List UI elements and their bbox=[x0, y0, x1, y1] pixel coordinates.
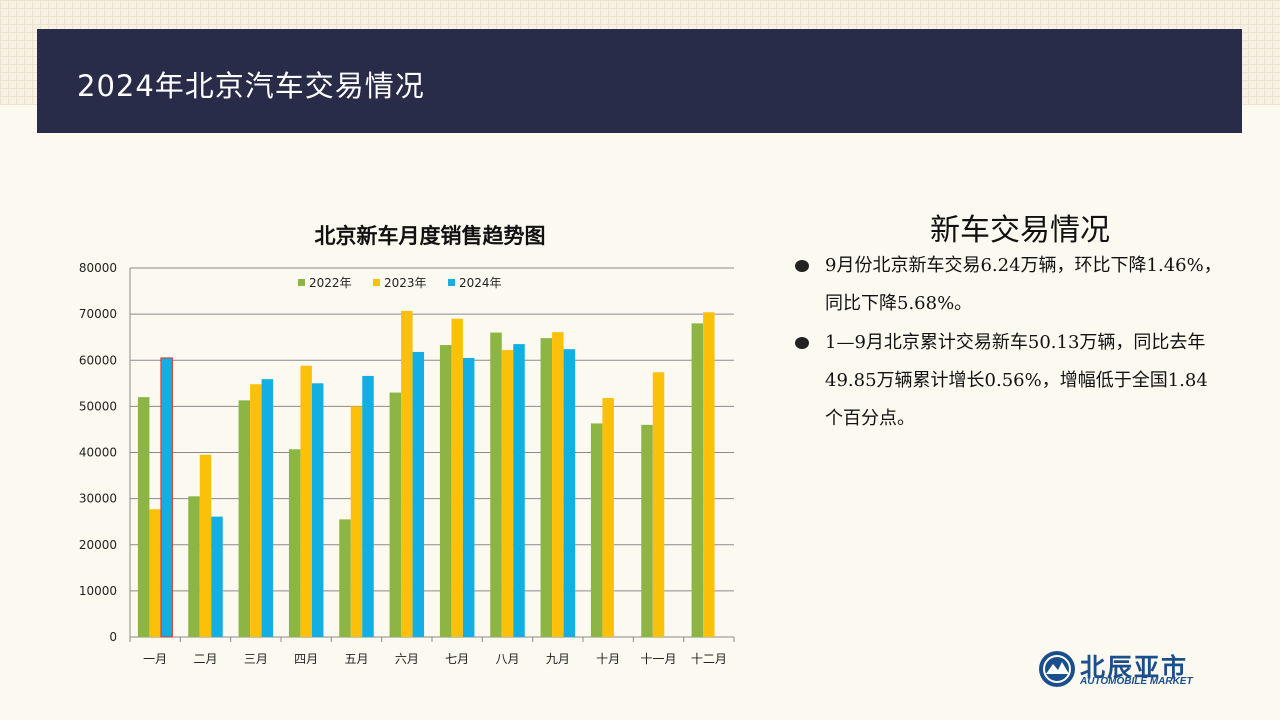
y-tick-label: 70000 bbox=[79, 307, 117, 321]
bar bbox=[703, 312, 715, 637]
bar bbox=[439, 345, 452, 637]
bar bbox=[339, 519, 351, 637]
y-tick-label: 60000 bbox=[79, 353, 117, 367]
y-tick-label: 20000 bbox=[79, 538, 117, 552]
logo-emblem-icon bbox=[1039, 651, 1075, 687]
bullet-text: 1—9月北京累计交易新车50.13万辆，同比去年49.85万辆累计增长0.56%… bbox=[825, 332, 1208, 429]
bar bbox=[652, 372, 665, 637]
bar bbox=[602, 398, 614, 637]
bar bbox=[250, 384, 262, 637]
y-tick-label: 80000 bbox=[79, 261, 117, 275]
bar bbox=[238, 400, 251, 637]
x-tick-label: 二月 bbox=[193, 652, 217, 666]
logo-english-text: AUTOMOBILE MARKET bbox=[1080, 676, 1193, 687]
x-tick-label: 四月 bbox=[294, 652, 318, 666]
bullet-item: 9月份北京新车交易6.24万辆，环比下降1.46%，同比下降5.68%。 bbox=[795, 247, 1225, 323]
legend-swatch bbox=[448, 279, 455, 286]
bar bbox=[362, 375, 374, 637]
bar-chart: 0 10000 20000 30000 40000 50000 60000 70000 8000… bbox=[79, 261, 735, 666]
bar bbox=[552, 332, 564, 637]
x-tick-label: 七月 bbox=[445, 652, 469, 666]
chart-title: 北京新车月度销售趋势图 bbox=[314, 224, 546, 248]
title-banner: 2024年北京汽车交易情况 bbox=[37, 29, 1242, 133]
x-tick-label: 十一月 bbox=[640, 652, 676, 666]
bullet-dot-icon bbox=[795, 260, 809, 272]
bullet-text: 9月份北京新车交易6.24万辆，环比下降1.46%，同比下降5.68%。 bbox=[825, 255, 1222, 314]
y-tick-label: 40000 bbox=[79, 446, 117, 460]
bar bbox=[501, 350, 514, 637]
x-tick-label: 一月 bbox=[143, 652, 167, 666]
y-tick-label: 0 bbox=[109, 630, 117, 644]
page-title: 2024年北京汽车交易情况 bbox=[77, 69, 425, 103]
bar bbox=[513, 344, 525, 637]
bar bbox=[490, 332, 502, 637]
bar bbox=[160, 357, 173, 638]
bar bbox=[149, 509, 161, 637]
bar bbox=[590, 423, 603, 637]
bullet-item: 1—9月北京累计交易新车50.13万辆，同比去年49.85万辆累计增长0.56%… bbox=[795, 324, 1225, 438]
bar bbox=[412, 351, 425, 637]
x-tick-label: 八月 bbox=[495, 652, 519, 666]
company-logo: 北辰亚市 AUTOMOBILE MARKET bbox=[1038, 648, 1213, 690]
x-tick-label: 六月 bbox=[395, 652, 419, 666]
legend-swatch bbox=[298, 279, 305, 286]
logo-chinese-text: 北辰亚市 bbox=[1080, 653, 1189, 682]
bar bbox=[691, 323, 704, 637]
x-tick-label: 十二月 bbox=[691, 652, 727, 666]
x-tick-label: 五月 bbox=[344, 652, 368, 666]
bar bbox=[288, 449, 301, 637]
x-tick-label: 十月 bbox=[596, 652, 620, 666]
bar bbox=[199, 454, 212, 637]
bar bbox=[389, 392, 402, 637]
y-tick-label: 30000 bbox=[79, 492, 117, 506]
bar bbox=[211, 516, 223, 637]
x-tick-label: 三月 bbox=[244, 652, 268, 666]
bar bbox=[641, 424, 653, 637]
legend-label: 2022年 bbox=[309, 276, 352, 290]
legend-swatch bbox=[373, 279, 380, 286]
bar bbox=[137, 397, 150, 637]
y-tick-label: 10000 bbox=[79, 584, 117, 598]
y-tick-label: 50000 bbox=[79, 399, 117, 413]
side-panel-title: 新车交易情况 bbox=[930, 213, 1110, 248]
bar bbox=[311, 383, 324, 637]
bar bbox=[350, 406, 363, 637]
bar bbox=[188, 496, 200, 637]
bar bbox=[462, 357, 475, 637]
x-tick-label: 九月 bbox=[546, 652, 570, 666]
legend-label: 2023年 bbox=[384, 276, 427, 290]
legend-label: 2024年 bbox=[459, 276, 502, 290]
bar bbox=[563, 349, 576, 637]
bar bbox=[300, 365, 312, 637]
bar bbox=[261, 379, 274, 637]
bar bbox=[451, 318, 463, 637]
bar bbox=[540, 338, 553, 637]
bar bbox=[401, 310, 413, 637]
bullet-dot-icon bbox=[795, 337, 809, 349]
